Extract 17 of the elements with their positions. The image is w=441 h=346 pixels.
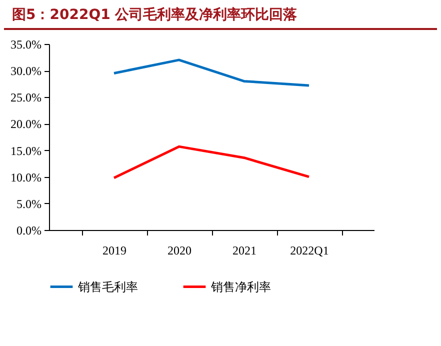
chart-title: 图5：2022Q1 公司毛利率及净利率环比回落 [4,0,437,30]
legend-label: 销售净利率 [210,280,271,294]
y-tick-label: 30.0% [10,64,42,78]
y-tick-label: 15.0% [10,144,42,158]
y-tick-label: 5.0% [16,196,42,211]
y-tick-label: 0.0% [16,224,42,238]
y-tick-label: 10.0% [10,170,42,184]
line-series [112,145,310,180]
x-tick-label: 2022Q1 [290,244,329,258]
y-tick-label: 25.0% [10,90,42,105]
x-tick-label: 2020 [168,244,192,258]
line-series [112,58,310,87]
legend-label: 销售毛利率 [77,280,138,294]
y-tick-label: 20.0% [10,117,42,132]
y-tick-label: 35.0% [10,38,42,52]
x-tick-label: 2021 [232,244,256,258]
x-tick-label: 2019 [102,244,126,258]
